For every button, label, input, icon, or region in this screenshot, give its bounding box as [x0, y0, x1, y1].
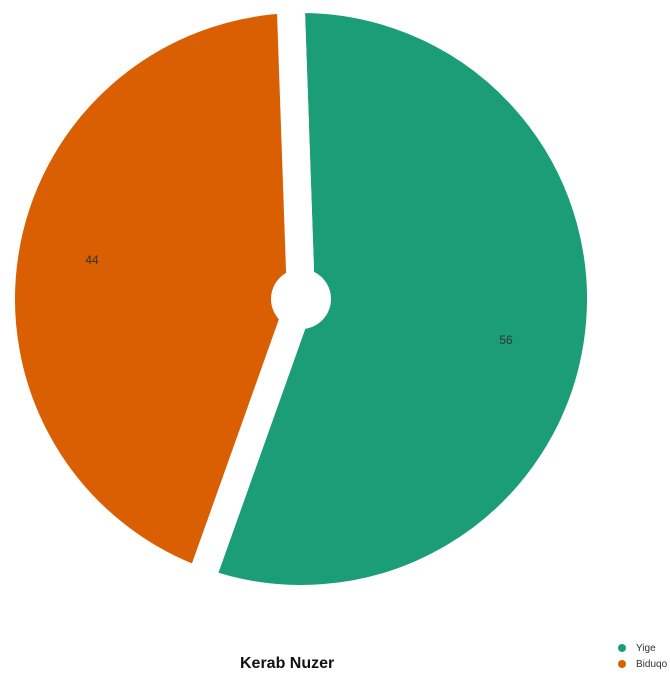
slices-layer [0, 0, 615, 613]
legend-item-biduqo: Biduqo [618, 659, 668, 670]
legend: Yige Biduqo [618, 643, 668, 670]
slice-value-label-biduqo: 44 [85, 253, 99, 267]
chart-title: Kerab Nuzer [240, 655, 334, 672]
slice-value-label-yige: 56 [499, 333, 513, 347]
labels-layer: 56 44 [85, 253, 513, 347]
pie-center-hole [271, 269, 331, 329]
legend-item-yige: Yige [618, 643, 656, 654]
legend-label-yige: Yige [636, 643, 656, 654]
legend-marker-biduqo [618, 660, 626, 668]
pie-slice-biduqo [0, 0, 316, 600]
legend-marker-yige [618, 644, 626, 652]
legend-label-biduqo: Biduqo [636, 659, 668, 670]
